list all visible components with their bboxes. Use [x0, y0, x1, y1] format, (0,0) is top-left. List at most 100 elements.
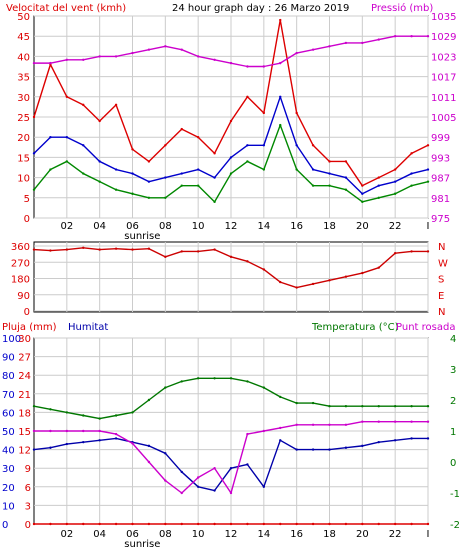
point-humidity [246, 463, 249, 466]
point-dew [180, 491, 183, 495]
point-gust [213, 152, 216, 155]
point-rain [65, 522, 69, 526]
point-humidity [164, 452, 167, 455]
hour-tick-label: 02 [60, 529, 73, 540]
hour-tick-label: 12 [225, 529, 238, 540]
wind-speed-tick: 15 [17, 153, 30, 164]
point-dew [164, 479, 167, 482]
graph-date-title: 24 hour graph day : 26 Marzo 2019 [172, 3, 349, 14]
panel-wind-grid [34, 15, 429, 219]
point-humidity [32, 448, 36, 451]
point-direction [49, 249, 52, 252]
point-humidity [98, 439, 101, 442]
rain-tick: 0 [25, 520, 31, 531]
point-rain [213, 522, 216, 526]
point-low [377, 196, 380, 199]
panel-direction-grid [34, 242, 429, 312]
point-temperature [32, 405, 36, 408]
point-rain [393, 522, 397, 526]
point-temperature [131, 411, 134, 414]
hour-tick-label: 20 [356, 221, 369, 232]
point-humidity [295, 448, 298, 451]
point-dew [213, 467, 216, 470]
humidity-tick: 20 [2, 483, 15, 494]
temperature-title: Temperatura (°C) [311, 322, 399, 333]
point-humidity [82, 440, 85, 444]
direction-tick: 180 [11, 275, 30, 286]
hour-tick-label: 22 [389, 529, 402, 540]
point-temperature [213, 377, 216, 380]
point-dew [328, 423, 331, 426]
point-low [147, 196, 151, 199]
point-temperature [246, 380, 249, 383]
point-low [344, 188, 348, 191]
point-avg [131, 172, 134, 175]
point-rain [147, 522, 151, 526]
point-humidity [377, 440, 380, 444]
point-humidity [65, 442, 69, 446]
point-rain [311, 522, 315, 526]
hour-tick-label: 04 [93, 221, 106, 232]
point-gust [279, 18, 282, 22]
point-avg [114, 168, 118, 171]
point-avg [279, 95, 282, 99]
direction-axis: 0 90 180 270 360 [11, 242, 30, 318]
temperature-tick: -1 [450, 489, 459, 500]
point-dew [114, 432, 118, 436]
point-pressure [426, 35, 430, 38]
point-avg [180, 172, 183, 175]
rain-tick: 12 [18, 446, 31, 457]
direction-tick: 90 [17, 291, 30, 302]
sunrise-label: sunrise [124, 539, 160, 550]
point-gust [147, 160, 151, 163]
humidity-tick: 40 [2, 446, 15, 457]
wind-speed-tick: 5 [24, 194, 30, 205]
humidity-tick: 60 [2, 408, 15, 419]
point-avg [262, 144, 266, 147]
point-temperature [82, 414, 85, 417]
wind-speed-title: Velocitat del vent (kmh) [6, 3, 126, 14]
panel-wind-series [32, 18, 430, 204]
point-direction [279, 280, 282, 284]
point-temperature [229, 377, 233, 380]
direction-tick: 270 [11, 258, 30, 269]
point-humidity [213, 489, 216, 492]
point-pressure [82, 58, 85, 61]
point-temperature [295, 401, 298, 405]
point-rain [180, 522, 183, 526]
point-low [311, 184, 315, 187]
hour-tick-label: 10 [192, 221, 205, 232]
temperature-tick: 2 [450, 396, 456, 407]
point-avg [344, 176, 348, 179]
dew-point-title: Punt rosada [396, 322, 455, 333]
point-temperature [328, 405, 331, 408]
point-rain [131, 522, 134, 526]
point-temperature [344, 405, 348, 408]
rain-title: Pluja (mm) [2, 322, 57, 333]
point-temperature [196, 377, 200, 380]
compass-label: S [438, 275, 444, 286]
point-low [164, 196, 167, 199]
point-direction [295, 286, 298, 289]
point-rain [279, 522, 282, 526]
point-pressure [180, 48, 183, 51]
point-direction [147, 247, 151, 250]
humidity-rain-axis: 0 10 20 30 40 50 60 70 80 90 100 0 3 6 9 12 15 18 21 24 27 30 [2, 334, 31, 531]
point-humidity [147, 444, 151, 448]
point-temperature [361, 405, 364, 408]
point-low [393, 192, 397, 195]
point-gust [311, 144, 315, 147]
temperature-tick: 3 [450, 365, 456, 376]
temperature-tick: 0 [450, 458, 456, 469]
point-direction [361, 271, 364, 275]
point-gust [328, 160, 331, 163]
hour-tick-label: 10 [192, 529, 205, 540]
point-dew [377, 420, 380, 423]
point-avg [82, 144, 85, 147]
wind-speed-tick: 35 [17, 73, 30, 84]
wind-speed-tick: 30 [17, 93, 30, 104]
rain-tick: 3 [25, 501, 31, 512]
point-avg [410, 172, 413, 175]
